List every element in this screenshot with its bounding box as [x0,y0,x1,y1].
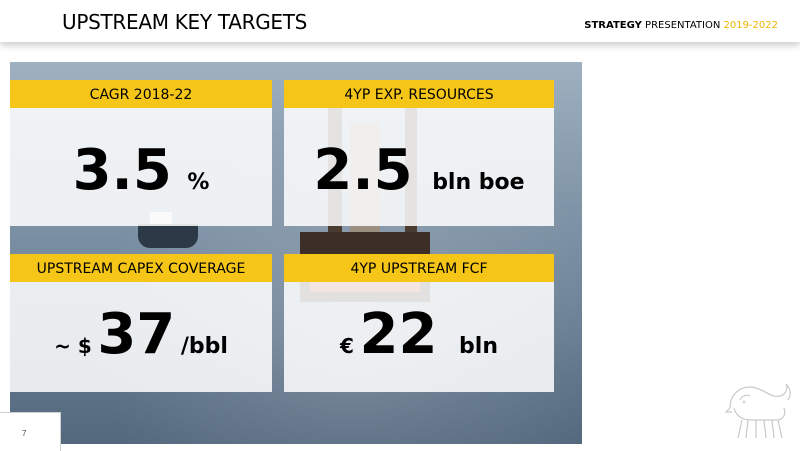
kpi-value-row: 3.5 % [10,138,272,203]
kpi-card-label: 4YP EXP. RESOURCES [284,80,554,108]
kpi-unit: bln [459,334,498,359]
kpi-value: 2.5 [313,138,413,203]
presentation-years: 2019-2022 [723,20,778,31]
kpi-value-row: € 22 bln [284,302,554,367]
kpi-card-label: UPSTREAM CAPEX COVERAGE [10,254,272,282]
kpi-unit: % [187,170,210,195]
page-number: 7 [22,429,27,438]
kpi-card-resources: 4YP EXP. RESOURCES 2.5 bln boe [284,80,554,226]
six-legged-dog-logo-icon [724,383,791,439]
kpi-card-cagr: CAGR 2018-22 3.5 % [10,80,272,226]
kpi-unit: /bbl [180,334,228,359]
presentation-text: PRESENTATION [645,20,721,31]
kpi-value: 3.5 [72,138,172,203]
slide-title: UPSTREAM KEY TARGETS [62,10,308,34]
kpi-value: 22 [359,302,438,367]
kpi-prefix: ~ $ [54,334,92,358]
kpi-card-label: 4YP UPSTREAM FCF [284,254,554,282]
kpi-card-label: CAGR 2018-22 [10,80,272,108]
kpi-prefix: € [340,334,354,358]
presentation-label: STRATEGY PRESENTATION 2019-2022 [584,20,778,31]
strategy-label: STRATEGY [584,20,642,31]
supply-boat [138,224,198,248]
kpi-value-row: ~ $ 37 /bbl [10,302,272,367]
page-number-box: 7 [0,412,61,451]
kpi-value-row: 2.5 bln boe [284,138,554,203]
kpi-unit: bln boe [432,170,525,195]
slide-header: UPSTREAM KEY TARGETS STRATEGY PRESENTATI… [0,0,800,42]
kpi-value: 37 [97,302,176,367]
kpi-card-capex: UPSTREAM CAPEX COVERAGE ~ $ 37 /bbl [10,254,272,392]
kpi-card-fcf: 4YP UPSTREAM FCF € 22 bln [284,254,554,392]
